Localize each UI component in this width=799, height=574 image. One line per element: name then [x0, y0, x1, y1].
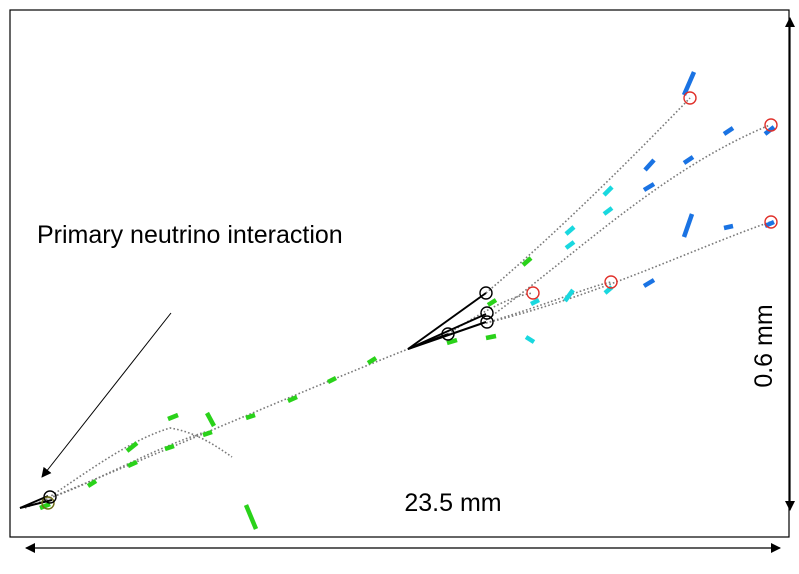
track-secondary-c — [447, 292, 534, 335]
vertex-marker — [479, 286, 493, 300]
hit-green — [245, 412, 256, 421]
vertical-scale-label: 0.6 mm — [750, 304, 778, 387]
hit-green — [366, 356, 378, 365]
endpoint-marker — [764, 118, 778, 132]
hit-cyan — [602, 185, 614, 197]
hit-green — [326, 375, 338, 385]
hit-blue — [681, 71, 697, 96]
vertex-marker-primary — [43, 490, 57, 504]
hit-green — [243, 504, 259, 530]
hit-green — [486, 298, 498, 307]
hit-blue — [642, 182, 656, 192]
prong-secondary-d — [407, 333, 449, 350]
prong-primary-b — [19, 495, 49, 509]
hit-cyan — [602, 206, 614, 216]
hit-blue — [681, 213, 695, 238]
hit-green — [202, 429, 213, 438]
endpoint-marker — [604, 275, 618, 289]
hit-green — [125, 441, 139, 453]
hit-blue — [642, 278, 656, 288]
hit-green — [167, 412, 179, 422]
hit-green — [485, 333, 497, 341]
vertex-marker-primary — [41, 496, 55, 510]
hit-green — [86, 479, 98, 488]
endpoint-marker — [764, 215, 778, 229]
hit-cyan — [524, 335, 536, 344]
endpoint-marker — [683, 91, 697, 105]
hit-blue — [682, 155, 695, 165]
hit-green — [39, 501, 51, 511]
track-secondary-b — [485, 124, 771, 321]
hit-green — [287, 394, 298, 404]
vertex-group — [41, 91, 778, 510]
hit-cyan — [529, 297, 541, 307]
vertex-marker — [480, 306, 494, 320]
vertex-marker — [441, 327, 455, 341]
hit-blue — [722, 126, 735, 136]
prong-secondary-a — [407, 292, 487, 350]
display-frame — [9, 9, 790, 538]
vertex-marker — [480, 315, 494, 329]
hit-green — [446, 337, 458, 346]
hit-green — [164, 443, 175, 452]
annotation-arrow — [41, 312, 172, 478]
hit-group — [39, 71, 776, 530]
hit-blue — [643, 158, 656, 172]
hit-green — [127, 459, 138, 469]
prong-group — [19, 292, 487, 509]
hit-cyan — [563, 288, 575, 303]
annotation-label: Primary neutrino interaction — [37, 221, 343, 249]
track-secondary-a — [485, 97, 691, 294]
hit-green — [521, 256, 533, 267]
endpoint-marker — [526, 286, 540, 300]
hit-green — [205, 411, 216, 428]
hit-blue — [723, 223, 734, 231]
hit-cyan — [564, 225, 576, 236]
track-primary-kink-b — [49, 431, 206, 499]
horizontal-scale-label: 23.5 mm — [404, 489, 501, 517]
hit-cyan — [564, 240, 576, 250]
